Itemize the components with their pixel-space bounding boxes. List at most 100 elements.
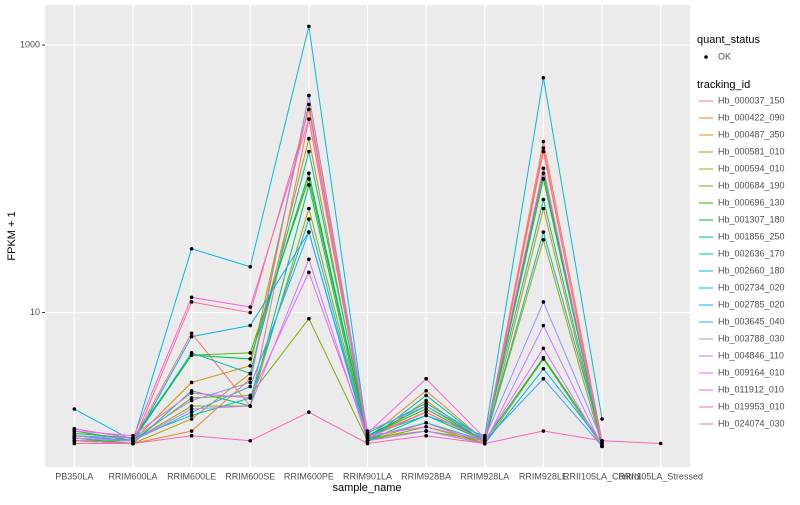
data-point: [541, 238, 546, 242]
data-point: [189, 295, 194, 300]
data-point: [482, 438, 487, 443]
series-line: [74, 151, 603, 444]
data-point: [189, 391, 194, 395]
data-point: [189, 300, 194, 304]
data-point: [482, 441, 487, 446]
series-line: [74, 109, 603, 444]
legend-label: Hb_000487_350: [718, 129, 785, 139]
legend-label: Hb_011912_010: [718, 384, 784, 394]
data-point: [189, 407, 194, 411]
data-point: [658, 441, 663, 446]
data-point: [189, 398, 194, 403]
y-axis-label: FPKM + 1: [6, 211, 18, 260]
data-point: [189, 334, 194, 339]
data-point: [424, 407, 428, 411]
data-point: [424, 424, 428, 429]
x-tick-label: RRII105LA_Stressed: [618, 471, 703, 481]
data-point: [248, 384, 253, 389]
legend-label: Hb_001856_250: [718, 231, 785, 241]
series-line: [74, 173, 603, 447]
data-point: [131, 436, 135, 440]
data-point: [424, 420, 428, 425]
data-point: [424, 433, 428, 438]
data-point: [248, 393, 253, 398]
data-point: [248, 351, 253, 355]
series-line: [74, 95, 603, 441]
legend-label: Hb_000696_130: [718, 197, 785, 207]
x-tick-label: RRIM928LE: [519, 471, 568, 481]
data-point: [131, 441, 135, 446]
series-line: [74, 206, 603, 447]
data-point: [131, 438, 135, 443]
data-point: [307, 206, 311, 211]
legend-label: Hb_000594_010: [718, 163, 785, 173]
legend-label: Hb_000684_190: [718, 180, 785, 190]
data-point: [189, 417, 194, 421]
data-point: [541, 177, 546, 181]
data-point: [307, 107, 311, 112]
data-point: [307, 316, 311, 321]
data-point: [541, 346, 546, 351]
data-point: [131, 433, 135, 438]
legend-label: Hb_009164_010: [718, 367, 785, 377]
data-point: [248, 371, 253, 376]
data-point: [482, 433, 487, 438]
legend-label: Hb_001307_180: [718, 214, 785, 224]
data-point: [424, 429, 428, 433]
data-point: [248, 376, 253, 381]
data-point: [541, 376, 546, 381]
data-point: [541, 366, 546, 371]
data-point: [72, 433, 77, 438]
data-point: [248, 323, 253, 328]
legend-label: Hb_002734_020: [718, 282, 785, 292]
data-point: [189, 413, 194, 418]
legend-label: OK: [718, 51, 731, 61]
data-point: [424, 401, 428, 405]
data-point: [541, 429, 546, 433]
data-point: [72, 438, 77, 443]
data-point: [365, 431, 370, 436]
data-point: [541, 323, 546, 328]
data-point: [600, 438, 604, 443]
data-point: [600, 417, 604, 421]
data-point: [482, 436, 487, 440]
x-tick-label: RRIM600LA: [108, 471, 157, 481]
legend-title: quant_status: [697, 34, 760, 46]
series-line: [74, 171, 603, 444]
data-point: [424, 404, 428, 408]
legend-title: tracking_id: [697, 79, 750, 91]
x-tick-label: RRIM600SE: [225, 471, 275, 481]
legend-label: Hb_004846_110: [718, 350, 784, 360]
x-axis-label: sample_name: [332, 482, 401, 494]
data-point: [307, 183, 311, 187]
data-point: [189, 433, 194, 438]
legend-point: [704, 55, 708, 59]
series-line: [74, 230, 603, 447]
legend-label: Hb_003788_030: [718, 333, 785, 343]
data-point: [248, 438, 253, 443]
data-point: [189, 396, 194, 400]
series-line: [74, 257, 603, 447]
data-point: [72, 436, 77, 440]
data-point: [541, 146, 546, 150]
data-point: [541, 166, 546, 171]
legend-label: Hb_019953_010: [718, 401, 785, 411]
data-point: [365, 441, 370, 446]
data-point: [307, 102, 311, 107]
data-point: [248, 357, 253, 361]
data-point: [248, 305, 253, 309]
data-point: [72, 407, 77, 411]
data-point: [189, 410, 194, 414]
data-point: [307, 177, 311, 181]
data-point: [365, 436, 370, 440]
data-point: [307, 117, 311, 121]
data-point: [541, 149, 546, 154]
data-point: [541, 300, 546, 304]
legend-label: Hb_002660_180: [718, 265, 785, 275]
data-point: [72, 427, 77, 431]
legend-label: Hb_000037_150: [718, 95, 785, 105]
data-point: [541, 230, 546, 234]
data-point: [248, 264, 253, 269]
legend-label: Hb_000422_090: [718, 112, 785, 122]
series-line: [74, 270, 603, 447]
